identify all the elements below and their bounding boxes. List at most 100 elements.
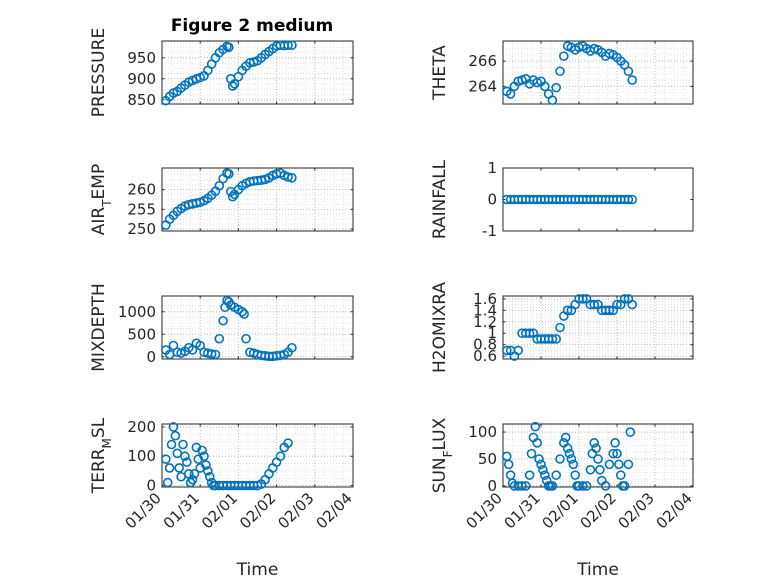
y-tick-label: 0 — [146, 477, 156, 495]
data-point — [585, 464, 596, 475]
x-tick-label: 02/01 — [539, 489, 582, 532]
data-point — [623, 459, 634, 470]
y-tick-label: 950 — [127, 49, 156, 67]
data-point — [604, 305, 615, 316]
x-tick-label: 02/04 — [653, 489, 696, 532]
y-tick-label: 50 — [478, 450, 497, 468]
y-tick-label: 1 — [487, 159, 497, 177]
data-point — [524, 328, 535, 339]
series-markers — [501, 421, 636, 491]
y-axis-label: TERRMSL — [89, 417, 114, 494]
series-markers — [501, 194, 638, 205]
y-tick-label: 100 — [468, 423, 497, 441]
data-point — [589, 438, 600, 448]
data-point — [566, 454, 577, 464]
data-point — [505, 89, 516, 99]
subplot-5: 0.60.811.21.41.6 H2OMIXRA — [430, 282, 694, 373]
x-tick-label: 02/04 — [313, 489, 356, 532]
y-tick-label: 0.8 — [473, 336, 497, 354]
data-point — [287, 342, 297, 353]
data-point — [568, 459, 579, 470]
data-point — [555, 454, 565, 464]
data-point — [503, 459, 514, 470]
data-point — [170, 430, 181, 441]
data-point — [201, 460, 211, 470]
data-point — [577, 294, 588, 304]
y-tick-label: 1000 — [118, 303, 156, 321]
data-point — [241, 333, 251, 344]
data-point — [166, 439, 177, 450]
subplot-4: 0 500 1000 MIXDEPTH — [89, 283, 354, 372]
data-point — [615, 470, 626, 480]
data-point — [625, 427, 636, 437]
data-point — [581, 481, 592, 491]
x-tick-label: 01/30 — [463, 489, 506, 532]
data-point — [532, 438, 543, 448]
data-point — [513, 345, 524, 356]
x-tick-label: 01/31 — [160, 489, 203, 532]
axes-frame — [161, 167, 354, 232]
x-tick-label: 02/03 — [274, 489, 317, 532]
data-point — [182, 457, 192, 467]
data-point — [610, 438, 620, 448]
data-point — [623, 194, 634, 205]
y-tick-label: 0 — [487, 477, 497, 495]
data-point — [619, 481, 630, 491]
subplot-0: 850 900 950 PRESSURE — [89, 28, 354, 117]
data-point — [534, 454, 544, 464]
y-tick-label: 260 — [127, 181, 156, 199]
data-point — [595, 464, 605, 475]
y-tick-label: 255 — [127, 200, 156, 218]
data-point — [199, 451, 209, 462]
data-point — [218, 315, 228, 326]
data-point — [180, 451, 190, 462]
data-point — [283, 40, 293, 51]
data-point — [227, 81, 238, 91]
y-tick-label: 264 — [468, 77, 497, 95]
y-axis-label: MIXDEPTH — [89, 283, 109, 372]
data-point — [612, 299, 622, 310]
y-axis-label: AIRTEMP — [89, 164, 114, 235]
subplot-3: -1 0 1 RAINFALL — [430, 159, 694, 240]
data-point — [589, 299, 600, 310]
y-tick-label: 100 — [127, 447, 156, 465]
series-markers — [161, 40, 297, 106]
x-tick-label: 02/02 — [236, 489, 279, 532]
data-point — [562, 305, 573, 316]
y-tick-label: 1.6 — [473, 290, 497, 308]
data-point — [551, 334, 562, 344]
x-tick-label: 02/01 — [198, 489, 241, 532]
data-point — [224, 42, 234, 53]
data-point — [204, 471, 215, 482]
data-point — [283, 172, 293, 182]
data-point — [627, 299, 638, 310]
data-point — [564, 448, 575, 459]
data-point — [570, 470, 581, 480]
data-point — [623, 66, 634, 77]
data-point — [591, 443, 601, 454]
y-tick-label: 250 — [127, 220, 156, 238]
y-tick-label: 200 — [127, 418, 156, 436]
x-tick-label: 01/31 — [501, 489, 544, 532]
data-point — [614, 459, 624, 470]
figure-title: Figure 2 medium — [171, 16, 333, 36]
data-point — [239, 309, 249, 319]
data-point — [619, 294, 630, 304]
y-tick-label: 900 — [127, 70, 156, 88]
data-point — [524, 470, 535, 480]
data-point — [162, 477, 173, 488]
data-point — [558, 51, 569, 61]
data-point — [627, 75, 638, 85]
data-point — [197, 445, 207, 456]
data-point — [189, 469, 200, 479]
x-axis-label: Time — [236, 560, 279, 580]
y-tick-label: 0 — [487, 191, 497, 209]
data-point — [577, 481, 588, 491]
x-tick-label: 01/30 — [122, 489, 165, 532]
y-axis-label: THETA — [430, 45, 450, 101]
data-point — [551, 470, 562, 480]
data-point — [547, 95, 558, 106]
